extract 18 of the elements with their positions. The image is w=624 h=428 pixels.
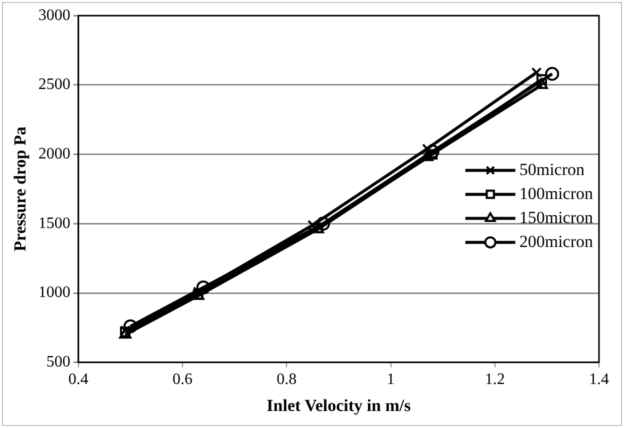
legend-label: 150micron [519,208,594,227]
y-tick-label: 3000 [38,6,70,24]
x-tick-label: 1 [386,371,395,388]
y-tick-label: 2500 [38,76,70,94]
y-tick-label: 2000 [38,146,70,163]
x-tick-label: 1.4 [589,371,609,388]
x-axis-title: Inlet Velocity in m/s [266,396,412,416]
y-tick-label: 500 [46,354,70,371]
x-tick-label: 0.4 [68,371,88,388]
x-tick-label: 0.8 [276,371,297,388]
legend-label: 200micron [519,232,594,251]
x-tick-label: 0.6 [172,371,193,388]
legend-label: 50micron [519,160,585,179]
y-tick-label: 1500 [38,214,70,232]
x-tick-label: 1.2 [484,371,505,388]
y-axis-title: Pressure drop Pa [10,126,30,252]
legend-label: 100micron [519,184,594,203]
y-tick-label: 1000 [38,284,70,302]
